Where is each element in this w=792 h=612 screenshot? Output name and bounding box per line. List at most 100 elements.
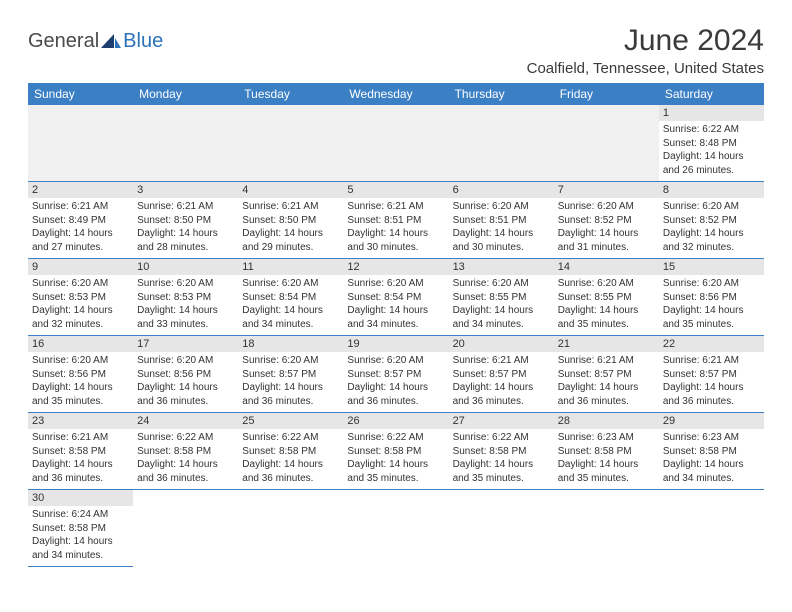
logo-text-general: General bbox=[28, 30, 99, 53]
daylight-text-2: and 36 minutes. bbox=[242, 472, 339, 486]
sunset-text: Sunset: 8:57 PM bbox=[242, 368, 339, 382]
daylight-text-2: and 31 minutes. bbox=[558, 241, 655, 255]
daylight-text-2: and 32 minutes. bbox=[663, 241, 760, 255]
calendar-cell: 1Sunrise: 6:22 AMSunset: 8:48 PMDaylight… bbox=[659, 105, 764, 182]
day-detail: Sunrise: 6:21 AMSunset: 8:57 PMDaylight:… bbox=[449, 352, 554, 412]
daylight-text: Daylight: 14 hours bbox=[32, 304, 129, 318]
calendar-cell: 4Sunrise: 6:21 AMSunset: 8:50 PMDaylight… bbox=[238, 182, 343, 259]
day-number: 23 bbox=[28, 413, 133, 429]
day-number: 25 bbox=[238, 413, 343, 429]
calendar-cell bbox=[133, 105, 238, 182]
calendar-cell: 28Sunrise: 6:23 AMSunset: 8:58 PMDayligh… bbox=[554, 413, 659, 490]
day-number: 19 bbox=[343, 336, 448, 352]
daylight-text: Daylight: 14 hours bbox=[558, 304, 655, 318]
sunrise-text: Sunrise: 6:22 AM bbox=[242, 431, 339, 445]
weekday-header: Thursday bbox=[449, 83, 554, 105]
calendar-cell: 10Sunrise: 6:20 AMSunset: 8:53 PMDayligh… bbox=[133, 259, 238, 336]
daylight-text: Daylight: 14 hours bbox=[137, 304, 234, 318]
sunrise-text: Sunrise: 6:20 AM bbox=[453, 200, 550, 214]
sunset-text: Sunset: 8:49 PM bbox=[32, 214, 129, 228]
day-detail: Sunrise: 6:20 AMSunset: 8:51 PMDaylight:… bbox=[449, 198, 554, 258]
sunset-text: Sunset: 8:50 PM bbox=[242, 214, 339, 228]
calendar-cell: 12Sunrise: 6:20 AMSunset: 8:54 PMDayligh… bbox=[343, 259, 448, 336]
day-detail: Sunrise: 6:20 AMSunset: 8:54 PMDaylight:… bbox=[343, 275, 448, 335]
calendar-cell bbox=[449, 490, 554, 567]
sunset-text: Sunset: 8:53 PM bbox=[32, 291, 129, 305]
daylight-text-2: and 33 minutes. bbox=[137, 318, 234, 332]
sunset-text: Sunset: 8:58 PM bbox=[663, 445, 760, 459]
calendar-cell: 22Sunrise: 6:21 AMSunset: 8:57 PMDayligh… bbox=[659, 336, 764, 413]
day-number: 27 bbox=[449, 413, 554, 429]
sunset-text: Sunset: 8:56 PM bbox=[137, 368, 234, 382]
title-block: June 2024 Coalfield, Tennessee, United S… bbox=[527, 24, 764, 77]
day-number: 11 bbox=[238, 259, 343, 275]
day-detail: Sunrise: 6:20 AMSunset: 8:54 PMDaylight:… bbox=[238, 275, 343, 335]
day-number: 20 bbox=[449, 336, 554, 352]
day-number: 29 bbox=[659, 413, 764, 429]
daylight-text: Daylight: 14 hours bbox=[663, 304, 760, 318]
day-detail: Sunrise: 6:20 AMSunset: 8:56 PMDaylight:… bbox=[659, 275, 764, 335]
sunrise-text: Sunrise: 6:24 AM bbox=[32, 508, 129, 522]
daylight-text-2: and 34 minutes. bbox=[453, 318, 550, 332]
calendar-cell: 11Sunrise: 6:20 AMSunset: 8:54 PMDayligh… bbox=[238, 259, 343, 336]
calendar-cell: 20Sunrise: 6:21 AMSunset: 8:57 PMDayligh… bbox=[449, 336, 554, 413]
day-detail: Sunrise: 6:20 AMSunset: 8:52 PMDaylight:… bbox=[659, 198, 764, 258]
daylight-text: Daylight: 14 hours bbox=[558, 227, 655, 241]
day-number: 17 bbox=[133, 336, 238, 352]
sunrise-text: Sunrise: 6:22 AM bbox=[137, 431, 234, 445]
day-number: 7 bbox=[554, 182, 659, 198]
sunset-text: Sunset: 8:57 PM bbox=[453, 368, 550, 382]
day-detail: Sunrise: 6:21 AMSunset: 8:51 PMDaylight:… bbox=[343, 198, 448, 258]
daylight-text: Daylight: 14 hours bbox=[663, 227, 760, 241]
day-detail: Sunrise: 6:20 AMSunset: 8:56 PMDaylight:… bbox=[28, 352, 133, 412]
weekday-header: Monday bbox=[133, 83, 238, 105]
weekday-header: Saturday bbox=[659, 83, 764, 105]
day-detail: Sunrise: 6:21 AMSunset: 8:57 PMDaylight:… bbox=[659, 352, 764, 412]
sunset-text: Sunset: 8:51 PM bbox=[453, 214, 550, 228]
daylight-text: Daylight: 14 hours bbox=[453, 227, 550, 241]
sunrise-text: Sunrise: 6:20 AM bbox=[558, 277, 655, 291]
daylight-text: Daylight: 14 hours bbox=[242, 381, 339, 395]
day-detail: Sunrise: 6:20 AMSunset: 8:52 PMDaylight:… bbox=[554, 198, 659, 258]
location-text: Coalfield, Tennessee, United States bbox=[527, 60, 764, 77]
day-detail: Sunrise: 6:20 AMSunset: 8:55 PMDaylight:… bbox=[554, 275, 659, 335]
day-number: 30 bbox=[28, 490, 133, 506]
daylight-text: Daylight: 14 hours bbox=[347, 227, 444, 241]
daylight-text-2: and 35 minutes. bbox=[453, 472, 550, 486]
calendar-cell: 27Sunrise: 6:22 AMSunset: 8:58 PMDayligh… bbox=[449, 413, 554, 490]
day-detail: Sunrise: 6:20 AMSunset: 8:57 PMDaylight:… bbox=[343, 352, 448, 412]
calendar-cell: 26Sunrise: 6:22 AMSunset: 8:58 PMDayligh… bbox=[343, 413, 448, 490]
daylight-text-2: and 36 minutes. bbox=[32, 472, 129, 486]
sunset-text: Sunset: 8:55 PM bbox=[453, 291, 550, 305]
calendar-cell: 6Sunrise: 6:20 AMSunset: 8:51 PMDaylight… bbox=[449, 182, 554, 259]
day-number: 22 bbox=[659, 336, 764, 352]
calendar-cell bbox=[554, 490, 659, 567]
calendar-cell: 2Sunrise: 6:21 AMSunset: 8:49 PMDaylight… bbox=[28, 182, 133, 259]
calendar-week-row: 23Sunrise: 6:21 AMSunset: 8:58 PMDayligh… bbox=[28, 413, 764, 490]
day-detail: Sunrise: 6:22 AMSunset: 8:58 PMDaylight:… bbox=[238, 429, 343, 489]
weekday-header: Sunday bbox=[28, 83, 133, 105]
daylight-text-2: and 34 minutes. bbox=[242, 318, 339, 332]
calendar-cell bbox=[449, 105, 554, 182]
daylight-text: Daylight: 14 hours bbox=[347, 304, 444, 318]
daylight-text-2: and 28 minutes. bbox=[137, 241, 234, 255]
calendar-cell bbox=[659, 490, 764, 567]
daylight-text: Daylight: 14 hours bbox=[558, 458, 655, 472]
sunrise-text: Sunrise: 6:20 AM bbox=[32, 354, 129, 368]
sunset-text: Sunset: 8:58 PM bbox=[32, 445, 129, 459]
sunset-text: Sunset: 8:54 PM bbox=[347, 291, 444, 305]
calendar-cell: 14Sunrise: 6:20 AMSunset: 8:55 PMDayligh… bbox=[554, 259, 659, 336]
sunrise-text: Sunrise: 6:21 AM bbox=[558, 354, 655, 368]
day-number: 3 bbox=[133, 182, 238, 198]
daylight-text-2: and 34 minutes. bbox=[32, 549, 129, 563]
day-number: 9 bbox=[28, 259, 133, 275]
day-detail: Sunrise: 6:23 AMSunset: 8:58 PMDaylight:… bbox=[659, 429, 764, 489]
calendar-cell bbox=[343, 105, 448, 182]
day-detail: Sunrise: 6:20 AMSunset: 8:56 PMDaylight:… bbox=[133, 352, 238, 412]
header: General Blue June 2024 Coalfield, Tennes… bbox=[28, 24, 764, 77]
daylight-text: Daylight: 14 hours bbox=[663, 458, 760, 472]
sunrise-text: Sunrise: 6:21 AM bbox=[32, 431, 129, 445]
daylight-text-2: and 30 minutes. bbox=[347, 241, 444, 255]
sunrise-text: Sunrise: 6:21 AM bbox=[347, 200, 444, 214]
daylight-text: Daylight: 14 hours bbox=[32, 535, 129, 549]
